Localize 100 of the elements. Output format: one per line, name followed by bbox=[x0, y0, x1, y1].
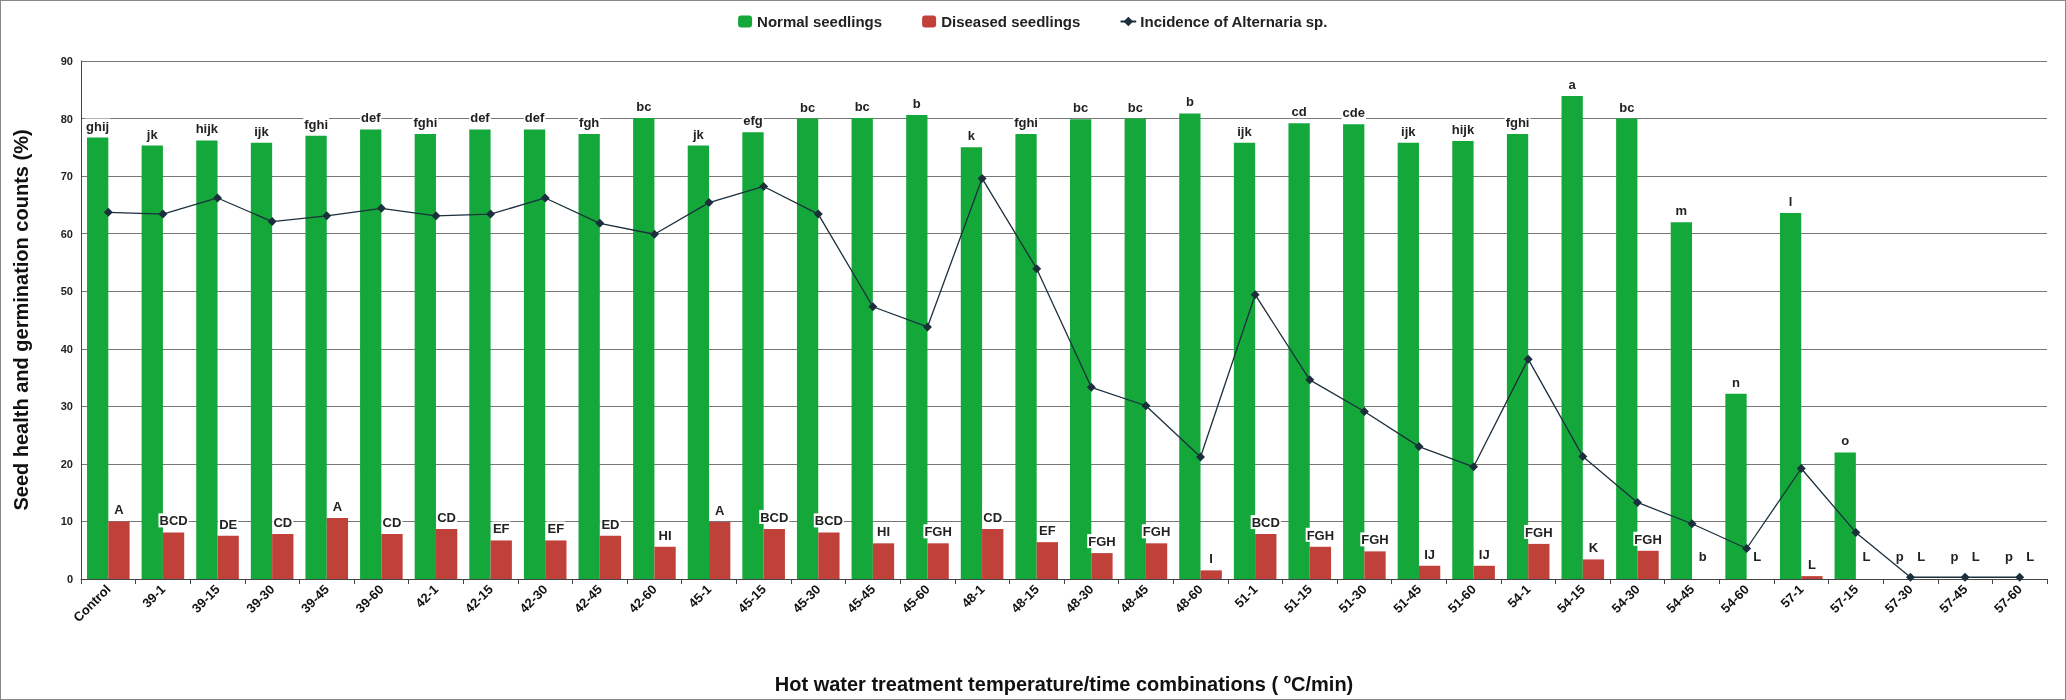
data-label: L bbox=[1862, 549, 1871, 564]
point bbox=[1196, 452, 1206, 462]
data-label: CD bbox=[983, 509, 1003, 525]
data-label: EF bbox=[492, 521, 510, 537]
point bbox=[1687, 519, 1697, 529]
data-label: def bbox=[360, 110, 382, 126]
data-label: A bbox=[714, 503, 725, 519]
bar bbox=[1145, 543, 1168, 579]
data-label: fghi bbox=[1505, 115, 1530, 131]
bar bbox=[1725, 393, 1747, 579]
data-label: I bbox=[1209, 551, 1213, 567]
x-tick-label: 42-1 bbox=[412, 581, 442, 611]
y-tick-label: 10 bbox=[60, 515, 73, 528]
x-tick-label: 48-1 bbox=[958, 581, 988, 611]
data-label: bc bbox=[636, 98, 652, 114]
data-label: cde bbox=[1342, 105, 1365, 121]
point bbox=[759, 181, 769, 191]
point bbox=[1796, 463, 1806, 473]
data-label: ijk bbox=[1237, 123, 1253, 139]
bar bbox=[578, 134, 600, 579]
data-label: A bbox=[114, 502, 125, 518]
data-label: a bbox=[1568, 77, 1577, 93]
x-tick-label: 39-1 bbox=[139, 581, 169, 611]
data-label: ED bbox=[601, 516, 620, 532]
data-label: FGH bbox=[1306, 527, 1335, 543]
data-label: CD bbox=[382, 515, 402, 531]
data-label: fghi bbox=[413, 115, 438, 131]
point bbox=[2015, 572, 2025, 582]
data-label: l bbox=[1788, 193, 1793, 209]
data-label: HI bbox=[658, 527, 672, 543]
bar bbox=[1091, 553, 1113, 579]
data-label: FGH bbox=[1142, 524, 1171, 540]
bar bbox=[1452, 141, 1474, 579]
data-label: b bbox=[1185, 94, 1194, 110]
point bbox=[922, 322, 932, 332]
bar bbox=[87, 137, 109, 579]
data-label: b bbox=[912, 96, 921, 112]
point bbox=[1742, 544, 1752, 553]
point bbox=[322, 211, 332, 221]
bar bbox=[1309, 546, 1332, 579]
data-label: L bbox=[1753, 549, 1762, 564]
bar bbox=[1255, 534, 1277, 579]
bar bbox=[654, 546, 676, 579]
data-label: FGH bbox=[1088, 534, 1116, 550]
bar bbox=[599, 535, 622, 579]
bar bbox=[1637, 550, 1659, 579]
bar bbox=[250, 142, 273, 579]
bar bbox=[687, 145, 710, 579]
data-label: ijk bbox=[254, 123, 270, 139]
data-label: EF bbox=[547, 521, 565, 537]
bar bbox=[469, 129, 491, 579]
data-label: jk bbox=[145, 126, 159, 142]
bar bbox=[872, 543, 895, 579]
bar bbox=[435, 528, 458, 579]
data-label: cd bbox=[1291, 104, 1307, 120]
data-label: def bbox=[524, 110, 545, 126]
data-label: jk bbox=[691, 126, 705, 142]
point bbox=[1905, 572, 1915, 582]
data-label: BCD bbox=[159, 513, 188, 529]
data-label: BCD bbox=[1251, 515, 1280, 531]
point bbox=[1414, 442, 1424, 452]
data-label: ijk bbox=[1401, 123, 1417, 139]
data-label: bc bbox=[1127, 99, 1143, 115]
data-label: K bbox=[1588, 540, 1599, 556]
bar bbox=[108, 521, 130, 579]
data-label: CD bbox=[273, 515, 293, 531]
data-label: A bbox=[332, 498, 343, 514]
bar bbox=[982, 528, 1004, 579]
y-tick-label: 50 bbox=[60, 285, 73, 298]
data-label: k bbox=[967, 128, 976, 144]
data-label: CD bbox=[437, 509, 457, 525]
bar bbox=[1801, 576, 1823, 579]
data-label: IJ bbox=[1424, 546, 1436, 562]
bar bbox=[1036, 542, 1058, 579]
point bbox=[977, 173, 987, 183]
bar bbox=[1779, 212, 1802, 579]
bar bbox=[1364, 551, 1386, 579]
data-label: FGH bbox=[924, 524, 952, 540]
point bbox=[1250, 290, 1260, 300]
data-label: L bbox=[2026, 549, 2035, 564]
data-label: DE bbox=[219, 516, 238, 532]
point bbox=[486, 209, 496, 219]
bar bbox=[272, 534, 294, 579]
point bbox=[1469, 462, 1479, 472]
bar bbox=[162, 532, 185, 579]
data-label: BCD bbox=[814, 513, 843, 529]
data-label: fgh bbox=[579, 115, 600, 131]
bar bbox=[1015, 134, 1037, 579]
data-label: bc bbox=[1073, 100, 1089, 116]
bar bbox=[1670, 222, 1693, 579]
bar bbox=[381, 534, 403, 579]
data-label: efg bbox=[743, 113, 763, 129]
data-label: ghij bbox=[86, 118, 110, 134]
data-label: p bbox=[1895, 549, 1904, 564]
data-label: hijk bbox=[195, 121, 219, 137]
bar bbox=[326, 517, 349, 579]
point bbox=[213, 193, 223, 203]
x-tick-label: 45-1 bbox=[685, 581, 715, 611]
point bbox=[1851, 527, 1861, 537]
point bbox=[1632, 497, 1642, 507]
